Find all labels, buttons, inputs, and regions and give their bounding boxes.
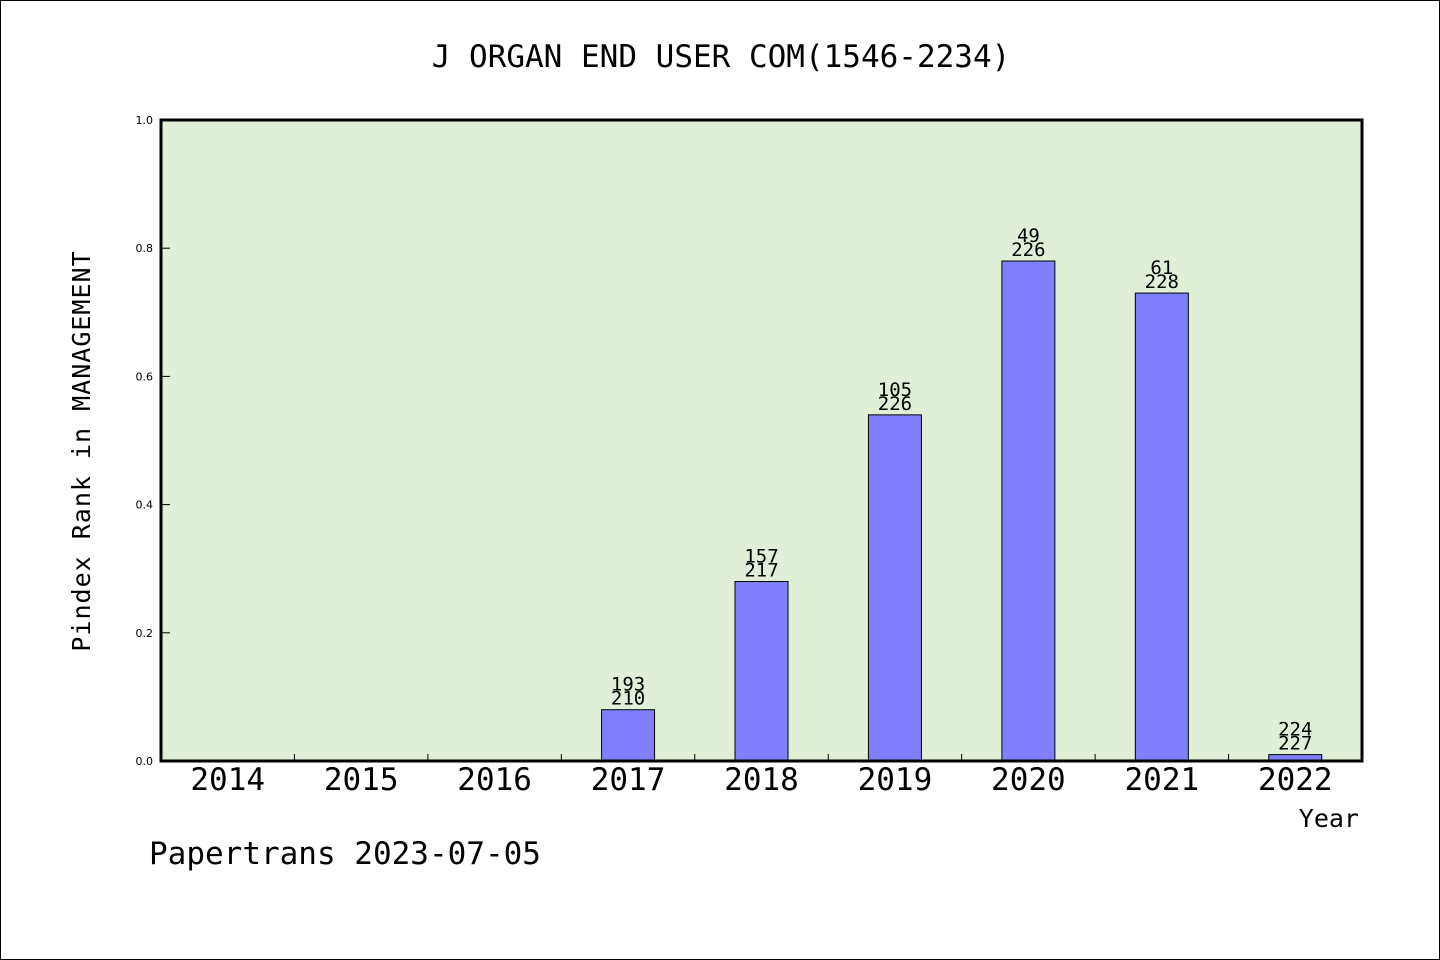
y-tick-label: 0.2 [136,627,154,640]
ticks-layer: 0.0 0.2 0.4 0.6 0.8 1.0 2014 2015 2016 2017 2018 20… [136,114,1333,798]
bar-label-top: 157 [744,546,778,568]
y-tick-label: 0.4 [136,499,154,512]
bar-label-top: 193 [611,674,645,696]
bar-label-top: 224 [1278,719,1312,741]
bar [1134,292,1189,762]
x-tick-label: 2018 [724,762,799,798]
bar-label-bottom: 227 [1278,733,1312,755]
x-tick-label: 2017 [591,762,666,798]
bar [734,581,789,762]
y-tick-label: 0.0 [136,755,154,768]
chart-title: J ORGAN END USER COM(1546-2234) [432,39,1011,75]
bar-label-bottom: 228 [1145,271,1179,293]
y-tick-label: 0.6 [136,370,154,383]
x-tick-label: 2022 [1258,762,1333,798]
bar-label-bottom: 210 [611,688,645,710]
y-tick-label: 0.8 [136,242,154,255]
bar [867,414,922,762]
footer-credit: Papertrans 2023-07-05 [149,836,541,872]
bar-label-bottom: 226 [1011,239,1045,261]
x-axis-label: Year [1299,804,1359,833]
x-tick-label: 2020 [991,762,1066,798]
plot-frame [159,118,1364,763]
x-tick-label: 2019 [858,762,933,798]
y-tick-label: 1.0 [136,114,154,127]
bar-label-bottom: 217 [744,560,778,582]
bar-label-top: 105 [878,379,912,401]
bar-label-bottom: 226 [878,393,912,415]
bar-label-top: 49 [1017,225,1040,247]
bar-label-top: 61 [1150,257,1173,279]
bar [1001,260,1056,762]
x-tick-label: 2014 [190,762,265,798]
x-tick-label: 2016 [457,762,532,798]
x-tick-label: 2021 [1125,762,1200,798]
bar [601,709,656,762]
y-axis-label: Pindex Rank in MANAGEMENT [67,250,96,651]
x-tick-label: 2015 [324,762,399,798]
